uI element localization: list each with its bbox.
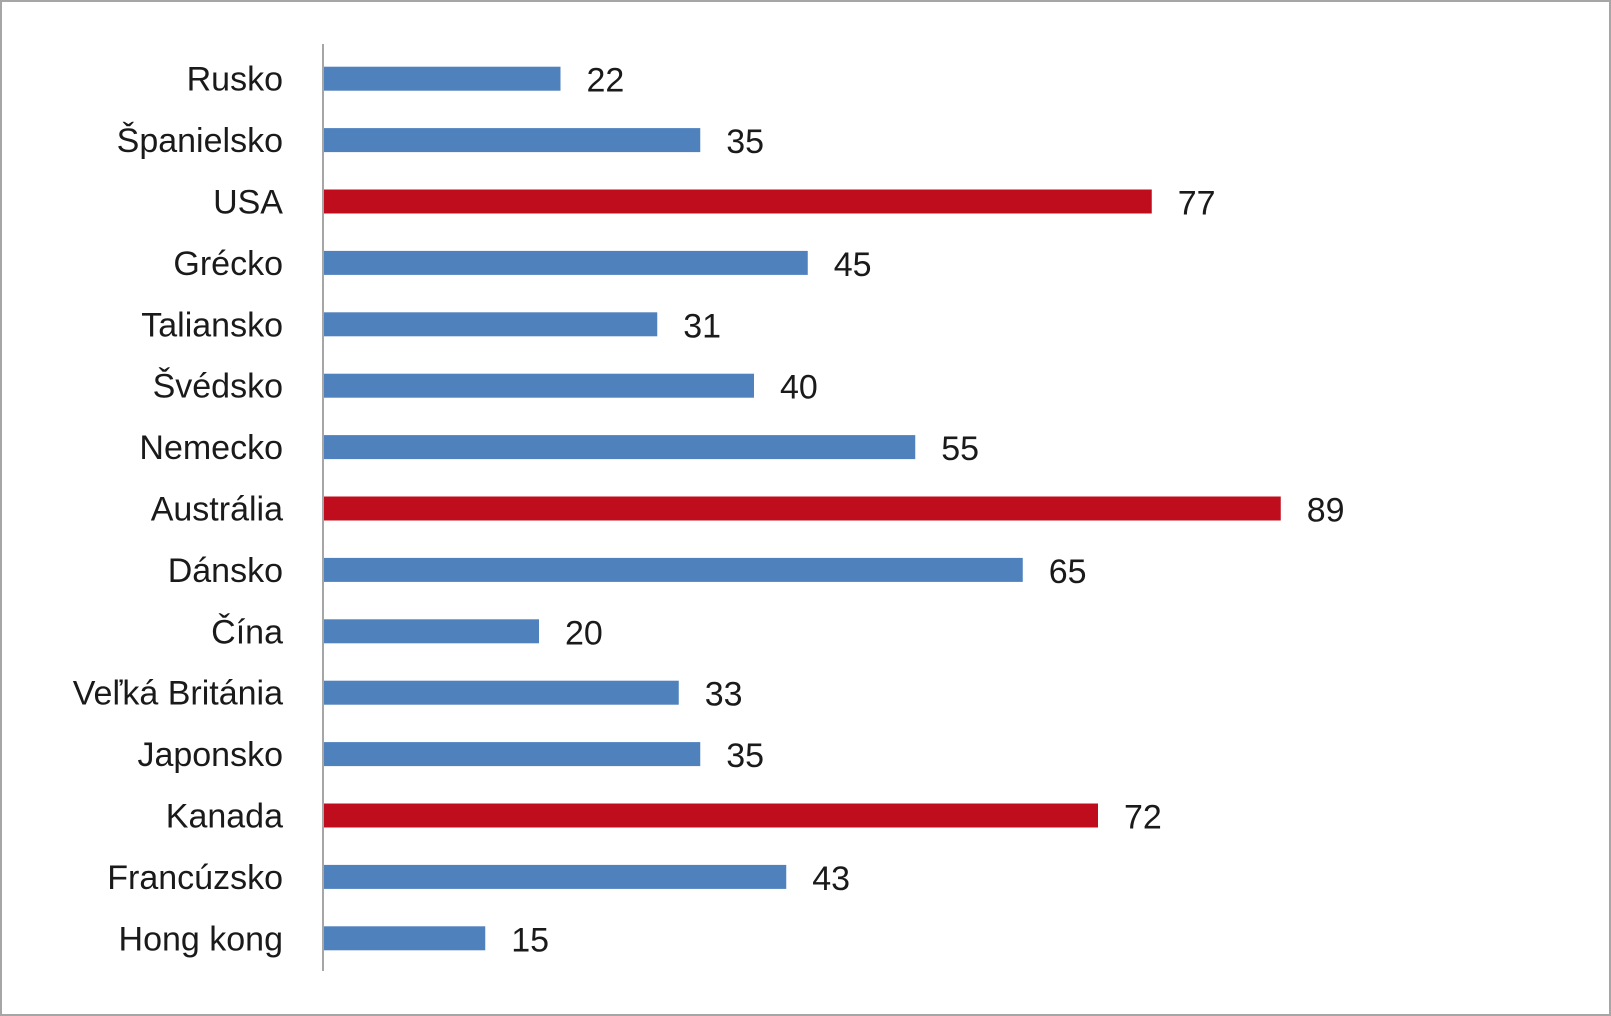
category-label: Taliansko bbox=[141, 306, 283, 344]
data-label: 45 bbox=[834, 246, 872, 284]
bar bbox=[324, 926, 486, 951]
data-label: 31 bbox=[683, 307, 721, 345]
category-label: Švédsko bbox=[153, 368, 283, 406]
category-label: Španielsko bbox=[117, 122, 283, 160]
data-label: 15 bbox=[511, 921, 549, 959]
category-label: Grécko bbox=[173, 245, 283, 283]
category-label: Kanada bbox=[166, 798, 283, 836]
category-label: Čína bbox=[211, 613, 283, 651]
category-label: Veľká Británia bbox=[73, 675, 283, 713]
data-label: 65 bbox=[1049, 553, 1087, 591]
data-label: 33 bbox=[705, 676, 743, 714]
category-label: Japonsko bbox=[137, 736, 283, 774]
bar bbox=[324, 189, 1152, 214]
bar bbox=[324, 864, 787, 889]
bar bbox=[324, 435, 916, 460]
bar bbox=[324, 619, 539, 644]
category-label: Hong kong bbox=[119, 920, 283, 958]
bar bbox=[324, 803, 1098, 828]
data-label: 43 bbox=[812, 860, 850, 898]
category-label: Dánsko bbox=[168, 552, 283, 590]
bar bbox=[324, 128, 701, 153]
bar bbox=[324, 312, 658, 337]
data-label: 22 bbox=[587, 62, 625, 100]
data-label: 89 bbox=[1307, 492, 1345, 530]
data-label: 77 bbox=[1178, 185, 1216, 223]
bar bbox=[324, 742, 701, 767]
category-label: Nemecko bbox=[139, 429, 283, 467]
bar bbox=[324, 680, 679, 705]
data-label: 35 bbox=[726, 737, 764, 775]
bar bbox=[324, 373, 754, 398]
bar bbox=[324, 250, 808, 275]
data-label: 35 bbox=[726, 123, 764, 161]
bar bbox=[324, 496, 1281, 521]
category-label: Francúzsko bbox=[107, 859, 283, 897]
category-label: Rusko bbox=[187, 61, 283, 99]
data-label: 40 bbox=[780, 369, 818, 407]
bar bbox=[324, 557, 1023, 582]
bar bbox=[324, 66, 561, 91]
category-label: USA bbox=[213, 184, 283, 222]
category-label: Austrália bbox=[151, 491, 283, 529]
data-label: 20 bbox=[565, 614, 603, 652]
data-label: 55 bbox=[941, 430, 979, 468]
data-label: 72 bbox=[1124, 799, 1162, 837]
